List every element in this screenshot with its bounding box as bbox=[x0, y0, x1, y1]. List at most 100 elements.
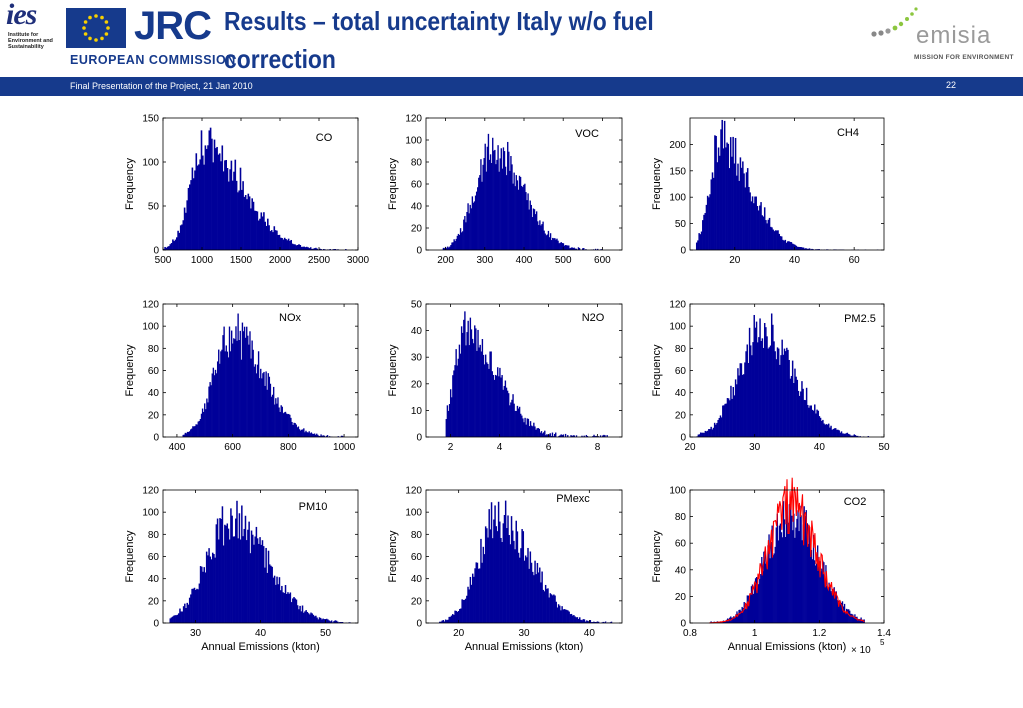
histogram-bar bbox=[767, 348, 769, 437]
histogram-bar bbox=[543, 230, 545, 250]
histogram-bar bbox=[524, 417, 526, 437]
histogram-bar bbox=[186, 431, 189, 437]
histogram-bar bbox=[505, 387, 508, 437]
histogram-bar bbox=[534, 426, 536, 437]
histogram-bar bbox=[563, 609, 566, 623]
histogram-bar bbox=[855, 617, 857, 623]
histogram-bar bbox=[472, 202, 475, 250]
histogram-bar bbox=[336, 621, 339, 623]
emisia-logo: emisia MISSION FOR ENVIRONMENT bbox=[870, 6, 1020, 66]
histogram-bar bbox=[510, 156, 512, 250]
histogram-bar bbox=[278, 577, 281, 623]
histogram-bar bbox=[194, 426, 196, 437]
histogram-bar bbox=[232, 536, 235, 623]
histogram-bar bbox=[299, 605, 301, 623]
histogram-bar bbox=[760, 202, 762, 250]
histogram-bar bbox=[563, 245, 566, 250]
histogram-bar bbox=[329, 621, 332, 623]
histogram-bar bbox=[225, 525, 227, 623]
co2-overlay-line bbox=[709, 477, 865, 624]
histogram-bar bbox=[321, 619, 323, 623]
histogram-bar bbox=[518, 175, 521, 250]
histogram-bar bbox=[211, 373, 213, 437]
histogram-bar bbox=[760, 574, 762, 623]
histogram-bar bbox=[581, 435, 583, 437]
histogram-bar bbox=[216, 518, 219, 623]
histogram-bar bbox=[572, 435, 574, 437]
histogram-bar bbox=[800, 515, 802, 623]
histogram-bar bbox=[702, 220, 704, 250]
histogram-bar bbox=[574, 616, 576, 623]
histogram-bar bbox=[513, 403, 515, 437]
histogram-bar bbox=[191, 428, 193, 437]
histogram-bar bbox=[581, 620, 583, 623]
histogram-bar bbox=[801, 247, 804, 250]
histogram-bar bbox=[307, 432, 309, 437]
histogram-bar bbox=[188, 431, 191, 437]
histogram-bar bbox=[806, 523, 808, 623]
histogram-bar bbox=[736, 611, 738, 623]
x-tick-label: 40 bbox=[255, 628, 267, 639]
histogram-bar bbox=[237, 538, 239, 623]
y-tick-label: 120 bbox=[405, 486, 422, 497]
histogram-bar bbox=[733, 163, 736, 250]
histogram-bar bbox=[781, 339, 783, 437]
histogram-bar bbox=[573, 615, 575, 623]
histogram-bar bbox=[460, 326, 463, 437]
histogram-bar bbox=[515, 175, 517, 250]
histogram-bar bbox=[226, 523, 229, 623]
histogram-bar bbox=[276, 576, 278, 623]
histogram-bar bbox=[570, 613, 573, 623]
histogram-bar bbox=[776, 347, 779, 437]
histogram-bar bbox=[220, 519, 222, 623]
histogram-bar bbox=[177, 613, 180, 623]
y-tick-label: 0 bbox=[153, 246, 159, 257]
histogram-bar bbox=[798, 395, 801, 437]
histogram-bar bbox=[524, 555, 527, 623]
histogram-bar bbox=[516, 405, 519, 437]
histogram-bar bbox=[218, 349, 220, 437]
histogram-bar bbox=[282, 239, 285, 250]
histogram-bar bbox=[463, 219, 465, 250]
histogram-bar bbox=[705, 431, 708, 437]
histogram-bar bbox=[538, 428, 541, 437]
histogram-bar bbox=[844, 433, 846, 437]
y-tick-label: 50 bbox=[675, 219, 687, 230]
histogram-bar bbox=[476, 350, 478, 437]
histogram-bar bbox=[204, 403, 206, 437]
histogram-bar bbox=[231, 180, 234, 250]
histogram-bar bbox=[487, 363, 489, 437]
histogram-bar bbox=[851, 435, 853, 437]
histogram-bar bbox=[321, 435, 323, 437]
histogram-bar bbox=[222, 545, 225, 623]
histogram-bar bbox=[227, 357, 230, 437]
histogram-bar bbox=[535, 574, 537, 623]
histogram-bar bbox=[594, 621, 596, 623]
histogram-bar bbox=[238, 190, 240, 250]
histogram-bar bbox=[726, 142, 728, 250]
histogram-bar bbox=[458, 234, 461, 250]
histogram-bar bbox=[186, 602, 188, 623]
histogram-bar bbox=[265, 547, 267, 623]
histogram-bar bbox=[549, 433, 551, 437]
histogram-bar bbox=[454, 241, 456, 250]
histogram-bar bbox=[489, 154, 492, 250]
histogram-bar bbox=[281, 238, 283, 250]
histogram-bar bbox=[764, 551, 766, 623]
histogram-bar bbox=[507, 393, 510, 437]
histogram-bar bbox=[754, 327, 757, 437]
histogram-bar bbox=[316, 617, 318, 623]
histogram-bar bbox=[770, 226, 772, 250]
histogram-bar bbox=[495, 526, 497, 623]
histogram-bar bbox=[553, 433, 556, 437]
histogram-bar bbox=[299, 244, 302, 250]
histogram-bar bbox=[253, 366, 255, 437]
histogram-bar bbox=[544, 430, 546, 437]
page-title: Results – total uncertainty Italy w/o fu… bbox=[224, 6, 654, 74]
histogram-bar bbox=[252, 534, 254, 623]
x-tick-label: 50 bbox=[878, 442, 890, 453]
histogram-bar bbox=[483, 158, 485, 250]
histogram-bar bbox=[221, 349, 223, 437]
histogram-bar bbox=[751, 355, 753, 437]
histogram-bar bbox=[509, 544, 512, 623]
